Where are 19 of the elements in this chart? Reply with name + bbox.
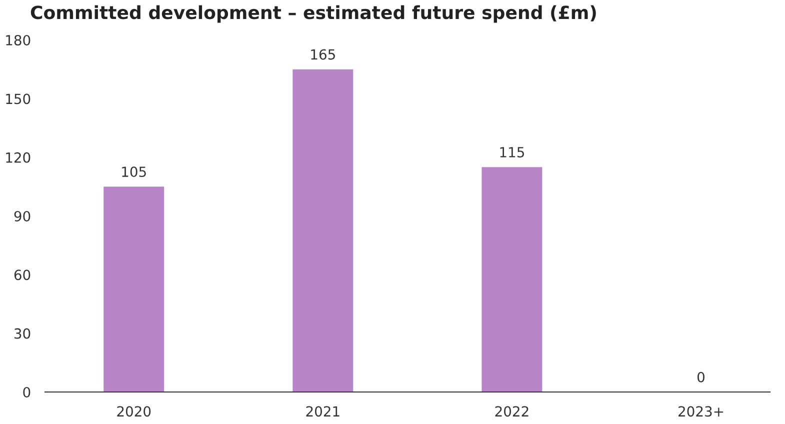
y-tick-label: 60	[14, 270, 30, 280]
x-tick-label: 2021	[306, 406, 340, 417]
x-tick-label: 2022	[495, 406, 528, 417]
y-tick-label: 90	[14, 210, 30, 222]
chart-title: Committed development – estimated future spend (£m)	[30, 5, 596, 23]
bar	[482, 167, 542, 392]
y-tick-label: 180	[6, 34, 30, 46]
y-tick-label: 120	[6, 152, 30, 163]
x-tick-label: 2020	[117, 406, 151, 417]
bar	[292, 69, 354, 392]
y-tick-label: 0	[23, 386, 30, 398]
x-tick-label: 2023+	[678, 406, 724, 417]
y-tick-label: 150	[6, 94, 30, 104]
data-label: 105	[122, 166, 146, 178]
y-tick-label: 30	[14, 328, 30, 339]
data-label: 115	[500, 147, 524, 158]
bar	[104, 186, 164, 392]
data-label: 0	[697, 372, 704, 382]
data-label: 165	[311, 49, 335, 60]
